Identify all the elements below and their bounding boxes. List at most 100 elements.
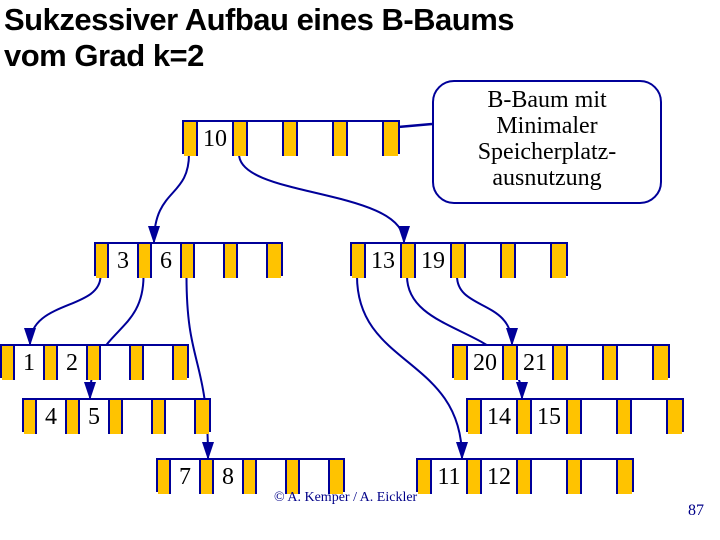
key-slot: 6 bbox=[152, 244, 182, 278]
pointer-slot bbox=[468, 400, 482, 434]
key-slot: 13 bbox=[366, 244, 402, 278]
pointer-slot bbox=[110, 400, 123, 434]
pointer-slot bbox=[454, 346, 468, 380]
key-slot bbox=[123, 400, 153, 434]
key-slot bbox=[618, 346, 654, 380]
key-slot bbox=[248, 122, 284, 156]
key-slot: 21 bbox=[518, 346, 554, 380]
pointer-slot bbox=[518, 460, 532, 494]
key-slot: 20 bbox=[468, 346, 504, 380]
pointer-slot bbox=[201, 460, 214, 494]
title-line-1: Sukzessiver Aufbau eines B-Baums bbox=[4, 2, 514, 37]
key-slot bbox=[532, 460, 568, 494]
key-slot bbox=[257, 460, 287, 494]
pointer-slot bbox=[604, 346, 618, 380]
key-slot bbox=[144, 346, 174, 380]
key-slot: 3 bbox=[109, 244, 139, 278]
pointer-slot bbox=[618, 460, 632, 494]
pointer-slot bbox=[131, 346, 144, 380]
key-slot: 4 bbox=[37, 400, 67, 434]
key-slot bbox=[166, 400, 196, 434]
key-slot: 10 bbox=[198, 122, 234, 156]
pointer-slot bbox=[568, 400, 582, 434]
btree-node-RR1: 2021 bbox=[452, 344, 670, 378]
key-slot: 12 bbox=[482, 460, 518, 494]
pointer-slot bbox=[268, 244, 281, 278]
pointer-slot bbox=[139, 244, 152, 278]
slide-title: Sukzessiver Aufbau eines B-Baums vom Gra… bbox=[4, 2, 514, 73]
pointer-slot bbox=[196, 400, 209, 434]
key-slot bbox=[516, 244, 552, 278]
key-slot bbox=[300, 460, 330, 494]
btree-node-RR3: 11 12 bbox=[416, 458, 634, 492]
annotation-line: Minimaler bbox=[448, 114, 646, 140]
key-slot bbox=[101, 346, 131, 380]
key-slot bbox=[195, 244, 225, 278]
pointer-slot bbox=[330, 460, 343, 494]
pointer-slot bbox=[225, 244, 238, 278]
key-slot bbox=[568, 346, 604, 380]
footer-credit: © A. Kemper / A. Eickler bbox=[274, 490, 417, 506]
key-slot bbox=[348, 122, 384, 156]
key-slot: 5 bbox=[80, 400, 110, 434]
btree-node-R1: 13 19 bbox=[350, 242, 568, 276]
key-slot: 19 bbox=[416, 244, 452, 278]
pointer-slot bbox=[452, 244, 466, 278]
pointer-slot bbox=[234, 122, 248, 156]
pointer-slot bbox=[182, 244, 195, 278]
btree-node-root: 10 bbox=[182, 120, 400, 154]
pointer-slot bbox=[96, 244, 109, 278]
pointer-slot bbox=[384, 122, 398, 156]
pointer-slot bbox=[334, 122, 348, 156]
key-slot: 15 bbox=[532, 400, 568, 434]
key-slot: 7 bbox=[171, 460, 201, 494]
key-slot: 11 bbox=[432, 460, 468, 494]
key-slot bbox=[238, 244, 268, 278]
pointer-slot bbox=[45, 346, 58, 380]
key-slot: 8 bbox=[214, 460, 244, 494]
title-line-2: vom Grad k=2 bbox=[4, 38, 204, 73]
btree-node-L1: 36 bbox=[94, 242, 283, 276]
pointer-slot bbox=[174, 346, 187, 380]
pointer-slot bbox=[284, 122, 298, 156]
pointer-slot bbox=[502, 244, 516, 278]
pointer-slot bbox=[418, 460, 432, 494]
annotation-line: Speicherplatz- bbox=[448, 140, 646, 166]
pointer-slot bbox=[88, 346, 101, 380]
btree-node-RR2: 14 15 bbox=[466, 398, 684, 432]
btree-node-LL1: 12 bbox=[0, 344, 189, 378]
annotation-callout: B-Baum mitMinimalerSpeicherplatz-ausnutz… bbox=[432, 80, 662, 204]
key-slot bbox=[298, 122, 334, 156]
pointer-slot bbox=[24, 400, 37, 434]
btree-node-LL3: 78 bbox=[156, 458, 345, 492]
annotation-line: B-Baum mit bbox=[448, 88, 646, 114]
pointer-slot bbox=[402, 244, 416, 278]
pointer-slot bbox=[468, 460, 482, 494]
pointer-slot bbox=[618, 400, 632, 434]
pointer-slot bbox=[244, 460, 257, 494]
pointer-slot bbox=[668, 400, 682, 434]
page-number: 87 bbox=[688, 502, 704, 520]
pointer-slot bbox=[554, 346, 568, 380]
key-slot bbox=[632, 400, 668, 434]
pointer-slot bbox=[568, 460, 582, 494]
pointer-slot bbox=[552, 244, 566, 278]
pointer-slot bbox=[654, 346, 668, 380]
pointer-slot bbox=[153, 400, 166, 434]
pointer-slot bbox=[287, 460, 300, 494]
pointer-slot bbox=[504, 346, 518, 380]
pointer-slot bbox=[158, 460, 171, 494]
key-slot bbox=[582, 400, 618, 434]
key-slot: 2 bbox=[58, 346, 88, 380]
pointer-slot bbox=[184, 122, 198, 156]
pointer-slot bbox=[352, 244, 366, 278]
pointer-slot bbox=[518, 400, 532, 434]
key-slot bbox=[466, 244, 502, 278]
annotation-line: ausnutzung bbox=[448, 166, 646, 192]
key-slot bbox=[582, 460, 618, 494]
pointer-slot bbox=[2, 346, 15, 380]
key-slot: 1 bbox=[15, 346, 45, 380]
pointer-slot bbox=[67, 400, 80, 434]
key-slot: 14 bbox=[482, 400, 518, 434]
btree-node-LL2: 45 bbox=[22, 398, 211, 432]
